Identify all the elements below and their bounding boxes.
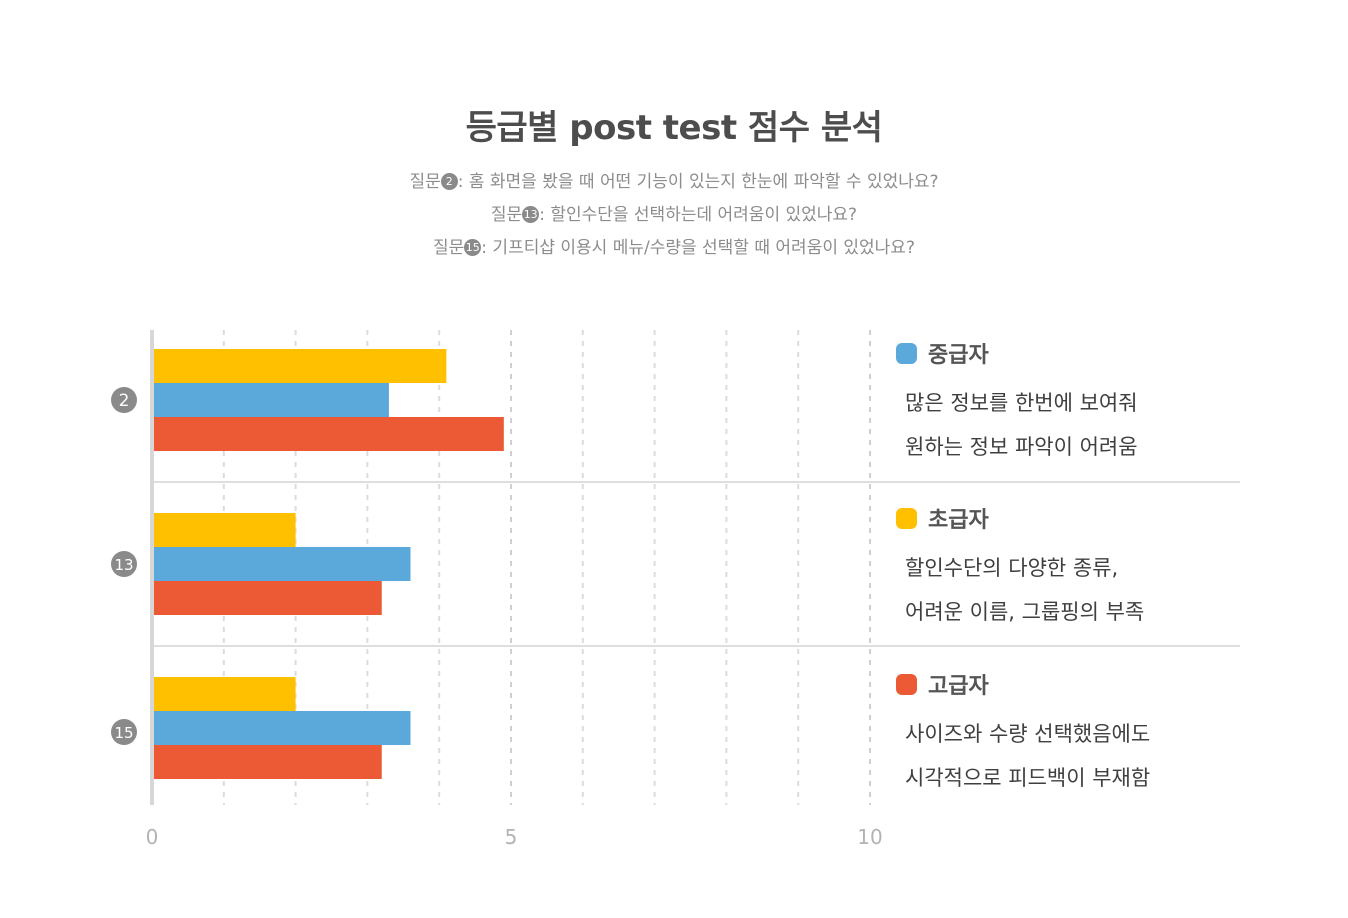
bar-초급자-13 <box>152 513 296 547</box>
legend-label: 초급자 <box>928 508 989 533</box>
legend-label: 고급자 <box>928 674 989 699</box>
legend-group-intermediate: 중급자 많은 정보를 한번에 보여줘 원하는 정보 파악이 어려움 <box>896 339 1226 469</box>
bar-고급자-13 <box>152 581 382 615</box>
bar-초급자-2 <box>152 349 447 383</box>
bar-중급자-13 <box>152 547 411 581</box>
legend-description-line: 사이즈와 수량 선택했음에도 <box>905 722 1151 746</box>
legend-group-beginner: 초급자 할인수단의 다양한 종류, 어려운 이름, 그룹핑의 부족 <box>896 504 1226 634</box>
legend-description: 사이즈와 수량 선택했음에도 시각적으로 피드백이 부재함 <box>905 712 1226 800</box>
question-text: : 기프티샵 이용시 메뉴/수량을 선택할 때 어려움이 있었나요? <box>481 238 915 258</box>
legend-description: 많은 정보를 한번에 보여줘 원하는 정보 파악이 어려움 <box>905 381 1226 469</box>
x-tick-label: 10 <box>857 825 882 849</box>
question-text: : 할인수단을 선택하는데 어려움이 있었나요? <box>539 205 858 225</box>
bar-중급자-2 <box>152 383 389 417</box>
legend-description-line: 시각적으로 피드백이 부재함 <box>905 766 1151 790</box>
bar-중급자-15 <box>152 711 411 745</box>
legend-swatch <box>896 673 917 695</box>
question-prefix: 질문 <box>490 205 523 225</box>
question-text: : 홈 화면을 봤을 때 어떤 기능이 있는지 한눈에 파악할 수 있었나요? <box>457 172 939 192</box>
bar-고급자-15 <box>152 745 382 779</box>
x-tick-label: 5 <box>505 825 518 849</box>
question-number-badge: 2 <box>440 173 458 190</box>
category-label: 13 <box>114 556 133 574</box>
category-badge <box>111 387 137 413</box>
category-label: 2 <box>119 391 130 411</box>
legend-swatch <box>896 342 917 364</box>
category-badge <box>111 719 137 745</box>
question-line: 질문 15: 기프티샵 이용시 메뉴/수량을 선택할 때 어려움이 있었나요? <box>0 236 1348 269</box>
legend-description-line: 어려운 이름, 그룹핑의 부족 <box>905 600 1145 624</box>
legend-label: 중급자 <box>928 343 989 368</box>
legend-group-advanced: 고급자 사이즈와 수량 선택했음에도 시각적으로 피드백이 부재함 <box>896 670 1226 800</box>
category-badge <box>111 551 137 577</box>
legend-description: 할인수단의 다양한 종류, 어려운 이름, 그룹핑의 부족 <box>905 546 1226 634</box>
chart-title: 등급별 post test 점수 분석 <box>465 108 883 148</box>
category-label: 15 <box>114 724 133 742</box>
bar-초급자-15 <box>152 677 296 711</box>
question-line: 질문 2: 홈 화면을 봤을 때 어떤 기능이 있는지 한눈에 파악할 수 있었나… <box>0 170 1348 203</box>
question-list: 질문 2: 홈 화면을 봤을 때 어떤 기능이 있는지 한눈에 파악할 수 있었나… <box>0 170 1348 269</box>
question-number-badge: 13 <box>522 206 540 223</box>
bar-고급자-2 <box>152 417 504 451</box>
legend-description-line: 원하는 정보 파악이 어려움 <box>905 435 1138 459</box>
question-line: 질문 13: 할인수단을 선택하는데 어려움이 있었나요? <box>0 203 1348 236</box>
x-tick-label: 0 <box>146 825 159 849</box>
question-prefix: 질문 <box>433 238 465 258</box>
question-number-badge: 15 <box>464 239 482 256</box>
legend-description-line: 많은 정보를 한번에 보여줘 <box>905 391 1138 415</box>
legend-swatch <box>896 507 917 529</box>
legend-description-line: 할인수단의 다양한 종류, <box>905 556 1119 580</box>
question-prefix: 질문 <box>409 172 441 192</box>
